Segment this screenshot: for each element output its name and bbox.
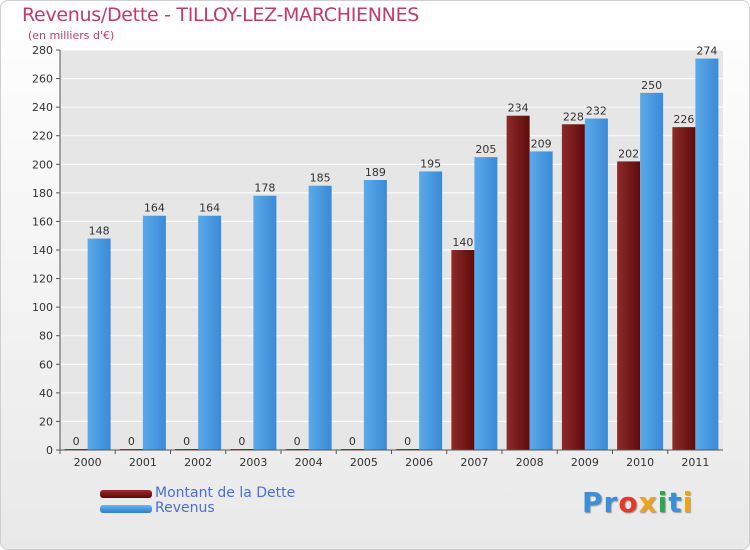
data-label: 250 xyxy=(641,79,662,92)
x-tick-label: 2009 xyxy=(571,456,599,469)
x-tick-label: 2004 xyxy=(295,456,323,469)
x-tick-label: 2010 xyxy=(626,456,654,469)
bar-dette xyxy=(506,115,530,450)
bar-revenus xyxy=(253,195,277,450)
logo-letter: i xyxy=(657,486,669,519)
legend-swatch-dette xyxy=(100,490,152,498)
x-tick-label: 2008 xyxy=(516,456,544,469)
y-tick-label: 20 xyxy=(39,415,53,428)
bar-dette xyxy=(561,124,585,451)
x-tick-label: 2001 xyxy=(129,456,157,469)
data-label: 0 xyxy=(73,435,80,448)
bar-revenus xyxy=(640,92,664,450)
data-label: 164 xyxy=(199,202,220,215)
data-label: 0 xyxy=(294,435,301,448)
bar-revenus xyxy=(584,118,608,451)
data-label: 164 xyxy=(144,202,165,215)
bar-revenus xyxy=(529,151,553,450)
data-label: 274 xyxy=(696,45,717,58)
y-tick-label: 240 xyxy=(32,101,53,114)
data-label: 195 xyxy=(420,157,441,170)
x-tick-label: 2006 xyxy=(405,456,433,469)
y-tick-label: 220 xyxy=(32,130,53,143)
y-tick-label: 260 xyxy=(32,73,53,86)
data-label: 148 xyxy=(89,225,110,238)
data-label: 0 xyxy=(349,435,356,448)
logo-letter: o xyxy=(618,486,639,519)
logo-letter: P xyxy=(582,486,604,519)
x-tick-label: 2003 xyxy=(239,456,267,469)
x-tick-label: 2011 xyxy=(681,456,709,469)
y-tick-label: 40 xyxy=(39,387,53,400)
data-label: 178 xyxy=(254,182,275,195)
data-label: 0 xyxy=(183,435,190,448)
data-label: 234 xyxy=(508,102,529,115)
bar-revenus xyxy=(695,58,719,450)
data-label: 209 xyxy=(531,137,552,150)
x-tick-label: 2002 xyxy=(184,456,212,469)
data-label: 0 xyxy=(128,435,135,448)
logo-letter: x xyxy=(638,486,658,519)
y-tick-label: 140 xyxy=(32,244,53,257)
data-label: 0 xyxy=(238,435,245,448)
logo-letter: i xyxy=(682,486,694,519)
data-label: 140 xyxy=(452,236,473,249)
data-label: 202 xyxy=(618,147,639,160)
data-label: 228 xyxy=(563,110,584,123)
logo-letter: r xyxy=(603,486,619,519)
data-label: 0 xyxy=(404,435,411,448)
chart-title: Revenus/Dette - TILLOY-LEZ-MARCHIENNES xyxy=(22,4,420,26)
y-tick-label: 60 xyxy=(39,358,53,371)
x-tick-label: 2000 xyxy=(74,456,102,469)
y-tick-label: 280 xyxy=(32,44,53,57)
data-label: 226 xyxy=(673,113,694,126)
chart-subtitle: (en milliers d'€) xyxy=(28,29,115,42)
y-tick-label: 160 xyxy=(32,215,53,228)
bar-revenus xyxy=(363,180,387,450)
y-tick-label: 120 xyxy=(32,273,53,286)
y-tick-label: 80 xyxy=(39,330,53,343)
bar-dette xyxy=(672,127,696,451)
data-label: 205 xyxy=(475,143,496,156)
y-tick-label: 200 xyxy=(32,158,53,171)
proxiti-logo: Proxiti xyxy=(582,486,693,519)
legend-label-dette: Montant de la Dette xyxy=(155,485,296,501)
x-tick-label: 2007 xyxy=(460,456,488,469)
bar-revenus xyxy=(419,171,443,450)
bar-revenus xyxy=(198,215,222,450)
legend-swatch-revenus xyxy=(100,505,152,513)
x-tick-label: 2005 xyxy=(350,456,378,469)
data-label: 185 xyxy=(310,172,331,185)
bar-dette xyxy=(617,161,641,450)
bar-dette xyxy=(451,250,475,450)
data-label: 189 xyxy=(365,166,386,179)
y-tick-label: 0 xyxy=(46,444,53,457)
logo-letter: t xyxy=(668,486,683,519)
y-tick-label: 100 xyxy=(32,301,53,314)
bar-revenus xyxy=(308,185,332,450)
legend-label-revenus: Revenus xyxy=(155,500,215,516)
y-tick-label: 180 xyxy=(32,187,53,200)
bar-revenus xyxy=(474,157,498,450)
data-label: 232 xyxy=(586,105,607,118)
bar-revenus xyxy=(142,215,166,450)
bar-revenus xyxy=(87,238,111,450)
